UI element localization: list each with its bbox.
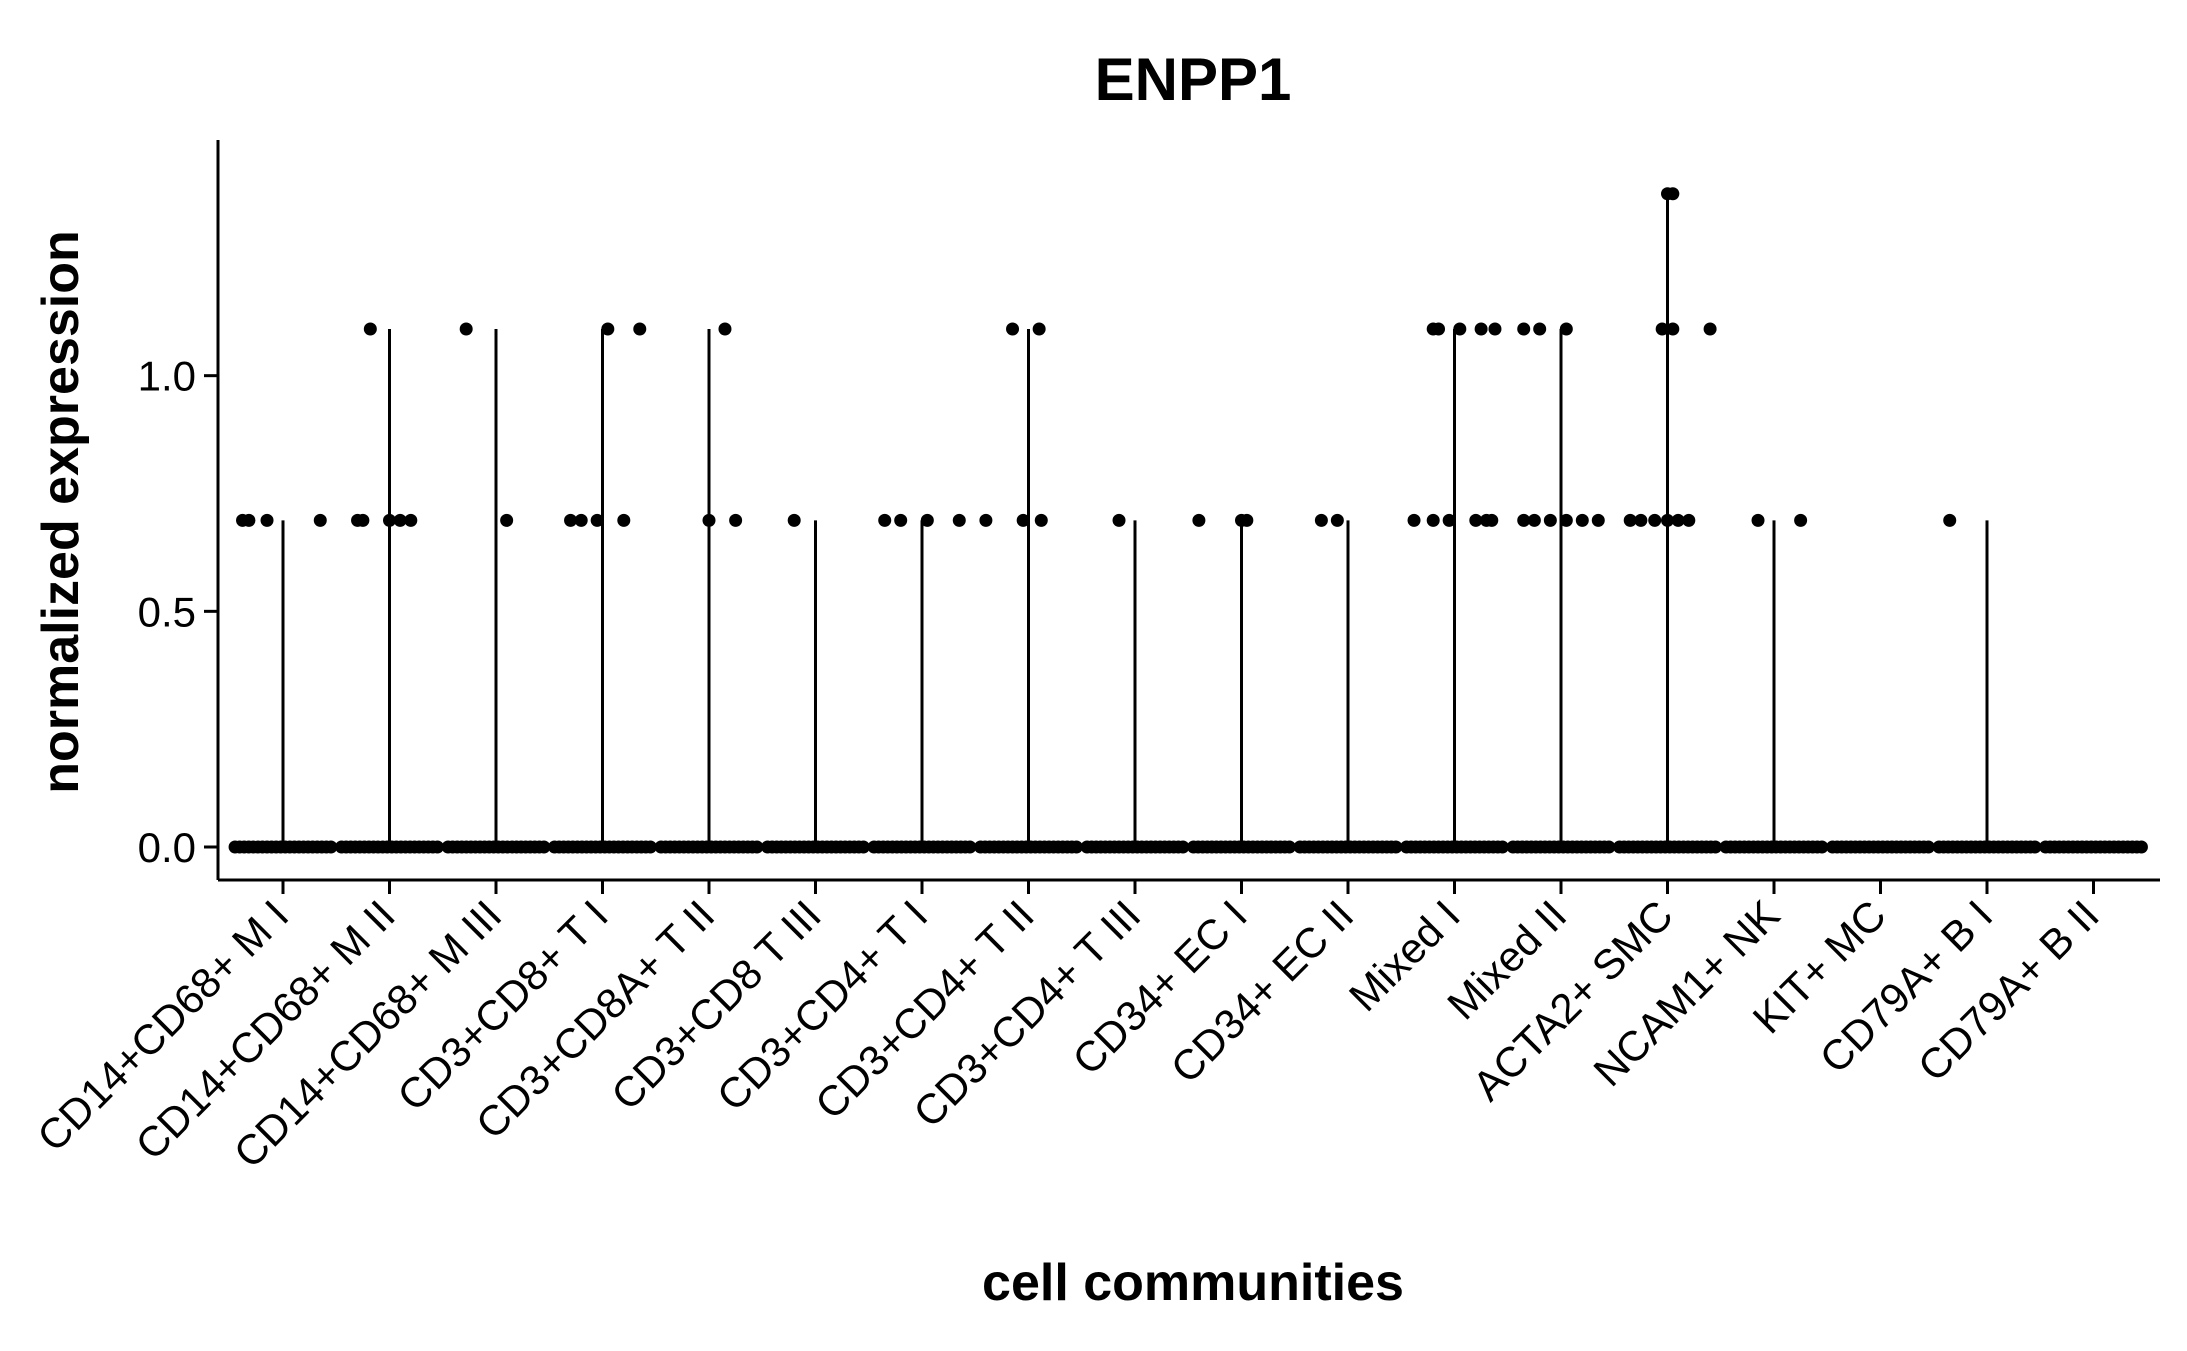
data-point bbox=[500, 513, 514, 527]
data-point bbox=[1469, 513, 1483, 527]
data-point bbox=[878, 513, 892, 527]
data-point bbox=[952, 513, 966, 527]
data-point bbox=[729, 513, 743, 527]
data-point bbox=[1794, 513, 1808, 527]
data-point bbox=[1016, 513, 1030, 527]
data-point bbox=[702, 513, 716, 527]
data-point bbox=[1623, 513, 1637, 527]
data-point bbox=[1453, 322, 1467, 336]
data-point bbox=[313, 513, 327, 527]
data-point bbox=[920, 513, 934, 527]
data-point bbox=[1389, 840, 1403, 854]
data-point bbox=[1407, 513, 1421, 527]
data-point bbox=[590, 513, 604, 527]
data-point bbox=[1517, 322, 1531, 336]
data-point bbox=[363, 322, 377, 336]
data-point bbox=[1648, 513, 1662, 527]
data-point bbox=[1591, 513, 1605, 527]
data-point bbox=[1034, 513, 1048, 527]
data-point bbox=[393, 513, 407, 527]
data-point bbox=[601, 322, 615, 336]
data-point bbox=[1517, 513, 1531, 527]
data-point bbox=[1426, 513, 1440, 527]
data-point bbox=[1533, 322, 1547, 336]
data-point bbox=[1921, 840, 1935, 854]
data-point bbox=[1474, 322, 1488, 336]
data-point bbox=[1815, 840, 1829, 854]
data-point bbox=[1495, 840, 1509, 854]
data-point bbox=[1559, 322, 1573, 336]
chart-title: ENPP1 bbox=[1095, 46, 1292, 113]
data-point bbox=[324, 840, 338, 854]
data-point bbox=[1442, 513, 1456, 527]
data-point bbox=[459, 322, 473, 336]
data-point bbox=[356, 513, 370, 527]
data-point bbox=[1069, 840, 1083, 854]
data-point bbox=[1575, 513, 1589, 527]
x-tick-label: NCAM1+ NK bbox=[1584, 891, 1788, 1095]
data-point bbox=[1708, 840, 1722, 854]
data-point bbox=[1330, 513, 1344, 527]
data-point bbox=[718, 322, 732, 336]
data-point bbox=[383, 513, 396, 527]
data-point bbox=[1666, 322, 1680, 336]
data-point bbox=[564, 513, 578, 527]
x-axis-title: cell communities bbox=[982, 1254, 1404, 1312]
data-point bbox=[1176, 840, 1190, 854]
data-point bbox=[856, 840, 870, 854]
data-point bbox=[1661, 513, 1674, 527]
data-point bbox=[537, 840, 551, 854]
data-point bbox=[1006, 322, 1020, 336]
data-point bbox=[2134, 840, 2148, 854]
data-point bbox=[1634, 513, 1648, 527]
data-point bbox=[750, 840, 764, 854]
data-point bbox=[430, 840, 444, 854]
data-point bbox=[1112, 513, 1126, 527]
data-point bbox=[574, 513, 588, 527]
data-point bbox=[1703, 322, 1717, 336]
data-point bbox=[1751, 513, 1765, 527]
data-point bbox=[1527, 513, 1541, 527]
data-point bbox=[617, 513, 631, 527]
y-tick-label: 0.0 bbox=[138, 824, 196, 871]
y-axis-title: normalized expression bbox=[32, 230, 90, 794]
data-point bbox=[1943, 513, 1957, 527]
data-point bbox=[643, 840, 657, 854]
data-point bbox=[1432, 322, 1446, 336]
data-point bbox=[1192, 513, 1206, 527]
data-point bbox=[1666, 187, 1680, 201]
data-point bbox=[1032, 322, 1046, 336]
data-point bbox=[894, 513, 908, 527]
data-point bbox=[1682, 513, 1696, 527]
data-point bbox=[260, 513, 274, 527]
y-tick-label: 0.5 bbox=[138, 588, 196, 635]
data-point bbox=[963, 840, 977, 854]
y-tick-label: 1.0 bbox=[138, 353, 196, 400]
data-point bbox=[2028, 840, 2042, 854]
data-point bbox=[1314, 513, 1328, 527]
data-point bbox=[1655, 322, 1669, 336]
data-point bbox=[1671, 513, 1685, 527]
data-point bbox=[1602, 840, 1616, 854]
data-point bbox=[404, 513, 418, 527]
data-point bbox=[242, 513, 256, 527]
data-point bbox=[633, 322, 647, 336]
data-point bbox=[1543, 513, 1557, 527]
data-point bbox=[1485, 513, 1499, 527]
data-point bbox=[1240, 513, 1254, 527]
data-point bbox=[1559, 513, 1573, 527]
data-point bbox=[1488, 322, 1502, 336]
data-point bbox=[1282, 840, 1296, 854]
data-point bbox=[787, 513, 801, 527]
data-point bbox=[979, 513, 993, 527]
